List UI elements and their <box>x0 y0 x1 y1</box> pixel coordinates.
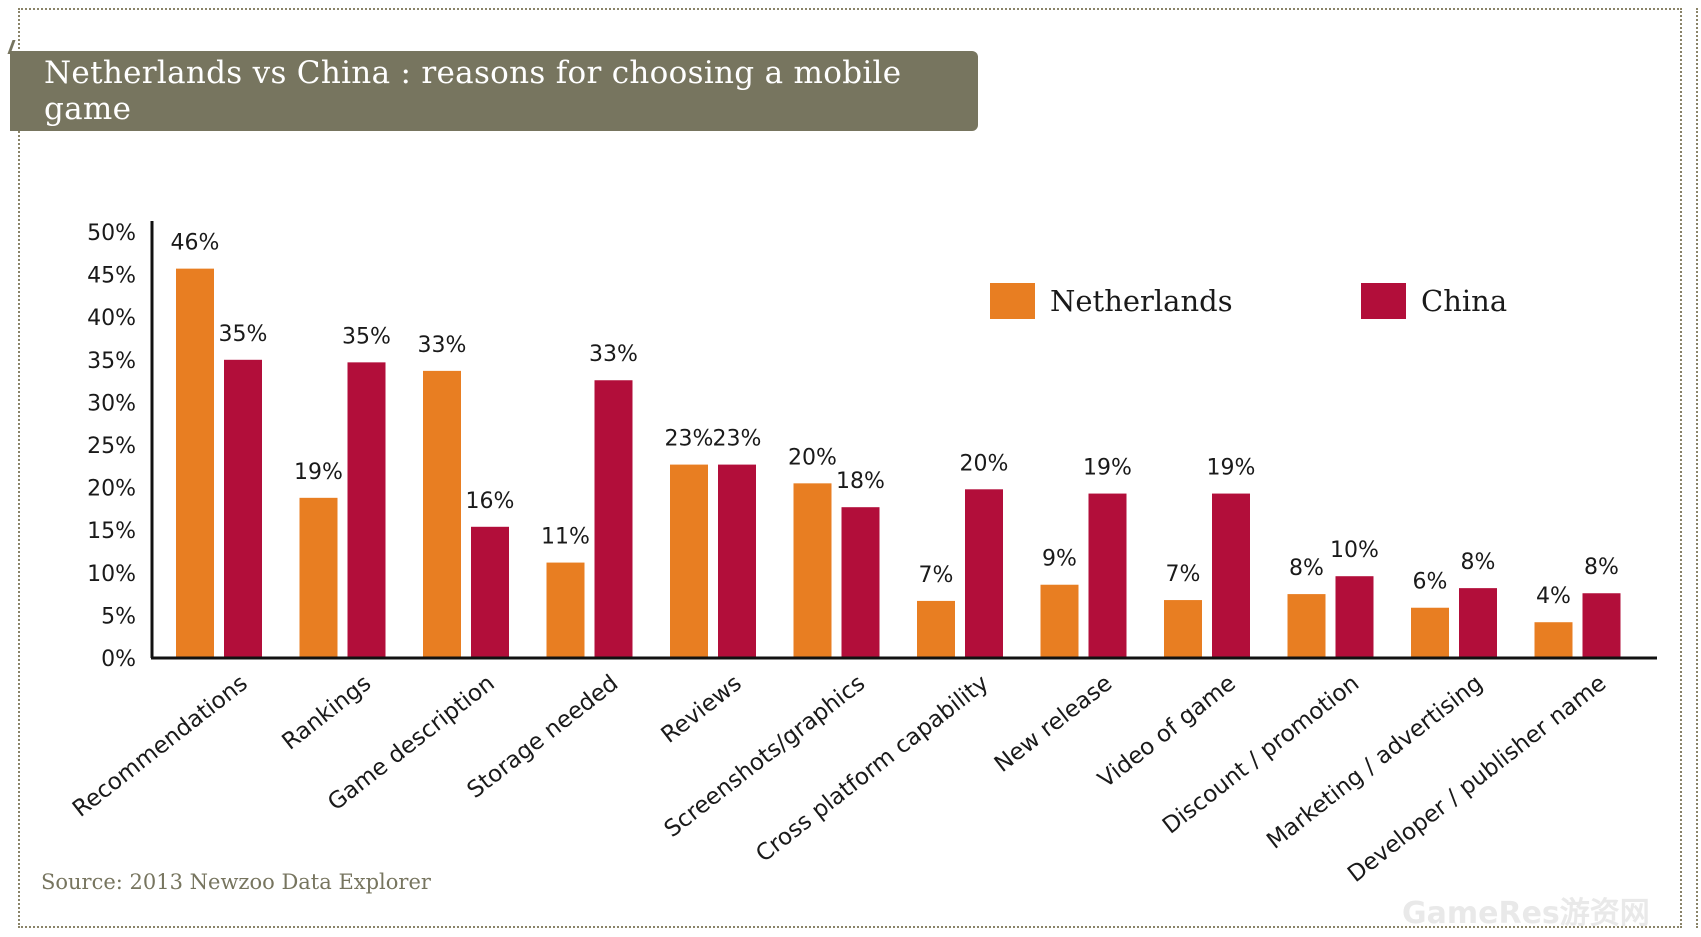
legend-label-china: China <box>1421 284 1507 318</box>
category-label: Marketing / advertising <box>1262 670 1488 854</box>
bar-china <box>841 507 880 658</box>
bar-china <box>347 362 386 658</box>
y-tick-label: 10% <box>87 562 136 587</box>
value-label: 8% <box>1584 555 1619 580</box>
value-label: 19% <box>1083 456 1132 481</box>
bar-netherlands <box>423 370 461 658</box>
bar-china <box>1088 493 1127 658</box>
y-tick-label: 25% <box>87 434 136 459</box>
bar-china <box>1335 576 1374 658</box>
y-tick-label: 5% <box>101 604 136 629</box>
bar-netherlands <box>546 562 585 658</box>
bar-china <box>1212 493 1250 658</box>
legend-swatch-china <box>1361 283 1406 319</box>
value-label: 7% <box>1166 562 1201 587</box>
bar-china <box>224 359 262 658</box>
value-label: 6% <box>1413 570 1448 595</box>
bars <box>176 268 1621 658</box>
y-tick-label: 20% <box>87 477 136 502</box>
bar-netherlands <box>793 483 832 658</box>
value-label: 23% <box>713 427 762 452</box>
bar-netherlands <box>1164 600 1202 658</box>
value-label: 11% <box>541 525 590 550</box>
bar-china <box>1459 588 1497 658</box>
category-label: Reviews <box>657 670 747 748</box>
value-label: 19% <box>294 460 343 485</box>
value-label: 23% <box>665 427 714 452</box>
category-label: Discount / promotion <box>1158 670 1364 839</box>
bar-china <box>594 380 633 658</box>
value-label: 35% <box>342 324 391 349</box>
bar-netherlands <box>670 464 708 658</box>
value-label: 10% <box>1330 538 1379 563</box>
value-label: 35% <box>219 322 268 347</box>
category-label: Screenshots/graphics <box>660 670 870 842</box>
y-tick-label: 50% <box>87 221 136 246</box>
y-tick-label: 0% <box>101 647 136 672</box>
value-label: 16% <box>466 489 515 514</box>
value-label: 19% <box>1207 456 1256 481</box>
y-tick-label: 15% <box>87 519 136 544</box>
chart-frame-right-edge <box>1696 8 1698 928</box>
watermark: GameRes游资网 <box>1402 896 1650 931</box>
value-label: 8% <box>1289 556 1324 581</box>
value-label: 33% <box>589 342 638 367</box>
chart-frame <box>18 8 1682 928</box>
value-label: 20% <box>960 451 1009 476</box>
value-label: 4% <box>1536 584 1571 609</box>
y-axis-tick-labels: 0% 5% 10% 15% 20% 25% 30% 35% 40% 45% 50% <box>87 221 136 672</box>
y-tick-label: 45% <box>87 264 136 289</box>
bar-netherlands <box>176 268 214 658</box>
source-note: Source: 2013 Newzoo Data Explorer <box>41 870 431 894</box>
bar-netherlands <box>1534 622 1573 658</box>
bar-china <box>1582 593 1621 658</box>
legend-swatch-netherlands <box>990 283 1035 319</box>
y-tick-label: 35% <box>87 349 136 374</box>
category-label: Developer / publisher name <box>1343 670 1611 887</box>
value-label: 7% <box>919 563 954 588</box>
category-label: Rankings <box>277 670 376 755</box>
bar-china <box>471 526 509 658</box>
bar-netherlands <box>1411 607 1449 658</box>
bar-netherlands <box>917 600 955 658</box>
value-labels: 46%35%19%35% 33%16%11%33%23% 23%20%18%7%20… <box>171 231 1619 610</box>
y-tick-label: 30% <box>87 391 136 416</box>
value-label: 9% <box>1042 547 1077 572</box>
bar-china <box>718 464 756 658</box>
value-label: 8% <box>1461 550 1496 575</box>
category-label: New release <box>990 670 1117 778</box>
bar-china <box>965 489 1003 658</box>
category-label: Recommendations <box>68 670 253 822</box>
y-tick-label: 40% <box>87 306 136 331</box>
category-label: Cross platform capability <box>751 670 993 867</box>
bar-netherlands <box>1287 594 1326 658</box>
value-label: 46% <box>171 231 220 256</box>
bar-netherlands <box>299 497 338 658</box>
bar-netherlands <box>1040 584 1079 658</box>
legend-label-netherlands: Netherlands <box>1050 284 1233 318</box>
legend: Netherlands China <box>990 283 1507 319</box>
value-label: 33% <box>418 333 467 358</box>
value-label: 18% <box>836 469 885 494</box>
chart-title: Netherlands vs China : reasons for choos… <box>10 51 978 131</box>
value-label: 20% <box>788 445 837 470</box>
